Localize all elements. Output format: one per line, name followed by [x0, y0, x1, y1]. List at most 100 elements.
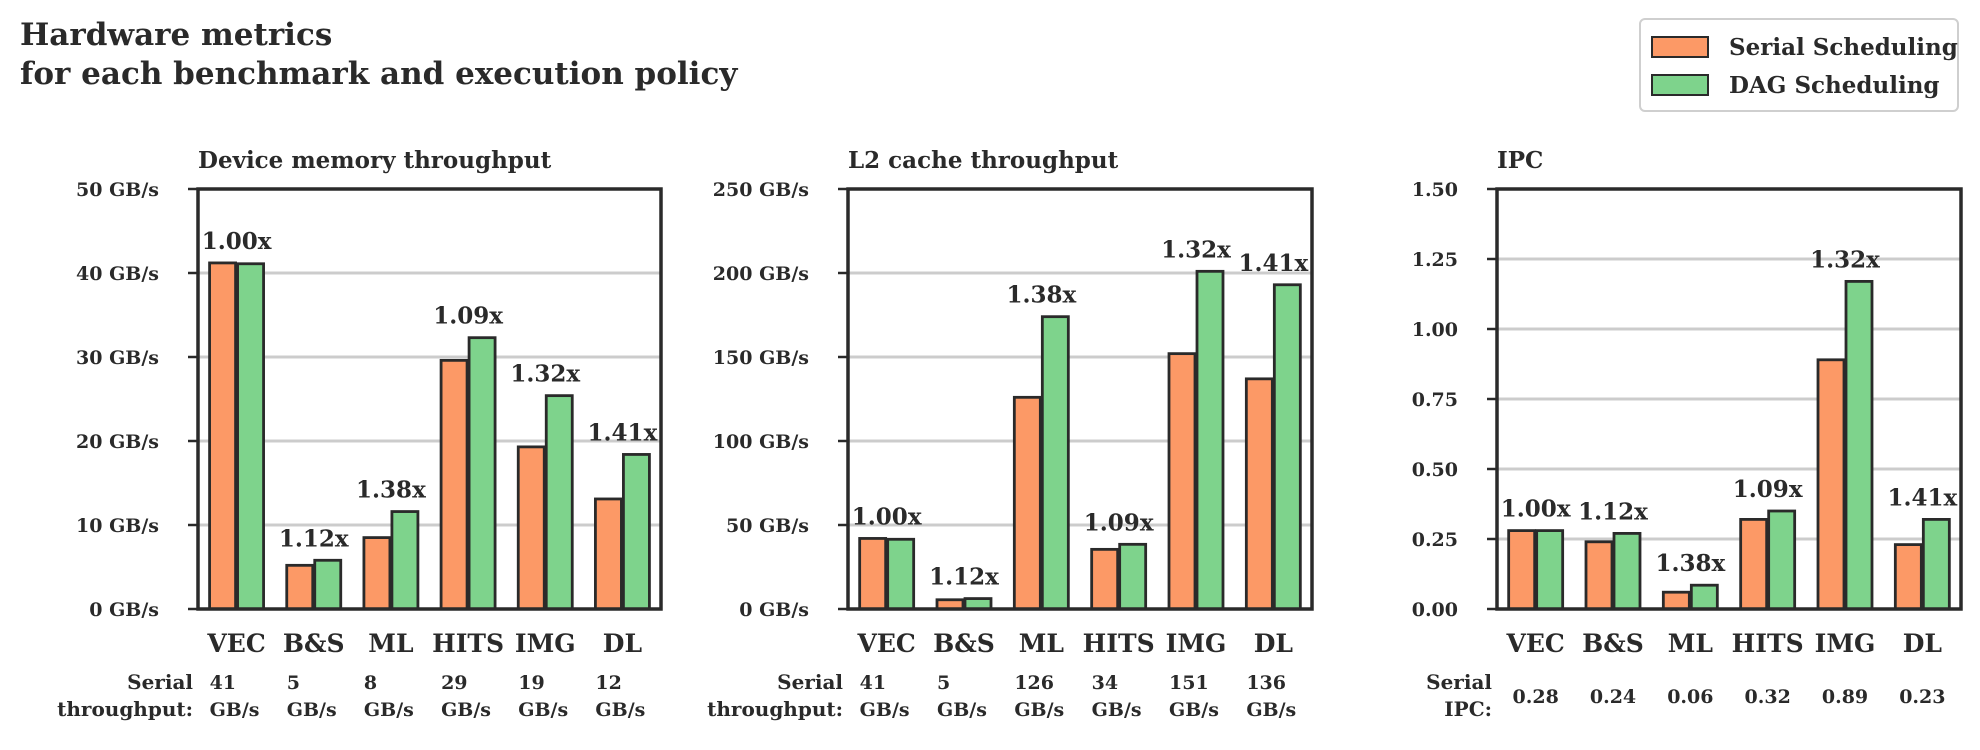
speedup-label: 1.41x [1887, 484, 1957, 511]
figure-title-line-2: for each benchmark and execution policy [20, 56, 738, 92]
legend-swatch-dag [1651, 74, 1709, 96]
legend: Serial Scheduling DAG Scheduling [1639, 18, 1959, 112]
speedup-label: 1.09x [1733, 476, 1803, 503]
serial-row-label-line-1: Serial [127, 670, 193, 694]
bar-dag [1195, 269, 1225, 611]
bar-dag [1118, 542, 1148, 611]
speedup-label: 1.38x [1006, 282, 1076, 309]
x-tick-label: ML [1019, 629, 1065, 658]
legend-label-serial: Serial Scheduling [1729, 33, 1958, 61]
serial-unit: GB/s [937, 699, 987, 721]
bar-dag [622, 453, 651, 611]
speedup-label: 1.12x [929, 564, 999, 591]
serial-unit: GB/s [287, 699, 337, 721]
y-tick-label: 0.50 [1412, 459, 1458, 481]
figure-title: Hardware metrics for each benchmark and … [20, 16, 737, 94]
serial-unit: GB/s [364, 699, 414, 721]
serial-unit: GB/s [1169, 699, 1219, 721]
bar-dag [1535, 529, 1565, 611]
legend-item-dag: DAG Scheduling [1651, 70, 1940, 100]
bar-serial [1893, 543, 1923, 611]
x-tick-label: B&S [933, 629, 995, 658]
figure-title-line-1: Hardware metrics [20, 17, 333, 53]
speedup-label: 1.32x [1810, 246, 1880, 273]
x-tick-label: VEC [1505, 629, 1564, 658]
serial-unit: GB/s [1014, 699, 1064, 721]
legend-item-serial: Serial Scheduling [1651, 32, 1958, 62]
serial-row-label-line-1: Serial [1426, 670, 1492, 694]
y-tick-label: 50 GB/s [76, 179, 159, 201]
x-tick-label: ML [368, 629, 414, 658]
y-tick-label: 30 GB/s [76, 347, 159, 369]
x-tick-label: VEC [856, 629, 915, 658]
plot-frame [196, 187, 663, 611]
speedup-label: 1.38x [1655, 550, 1725, 577]
plot-frame [846, 187, 1314, 611]
serial-value: 34 [1092, 672, 1118, 694]
serial-value: 151 [1169, 672, 1209, 694]
serial-value: 126 [1014, 672, 1054, 694]
serial-value: 19 [518, 672, 544, 694]
speedup-label: 1.00x [202, 228, 272, 255]
serial-value: 12 [595, 672, 621, 694]
x-tick-label: IMG [1815, 629, 1876, 658]
bar-serial [208, 261, 237, 611]
y-tick-label: 250 GB/s [713, 179, 809, 201]
speedup-label: 1.38x [356, 477, 426, 504]
serial-value: 5 [937, 672, 950, 694]
serial-value: 0.28 [1513, 686, 1559, 708]
y-tick-label: 0 GB/s [89, 599, 159, 621]
serial-unit: GB/s [441, 699, 491, 721]
y-tick-label: 0.00 [1412, 599, 1458, 621]
x-tick-label: HITS [1083, 629, 1155, 658]
y-tick-label: 100 GB/s [713, 431, 809, 453]
bar-serial [439, 358, 469, 611]
serial-unit: GB/s [210, 699, 260, 721]
bar-dag [1767, 509, 1797, 611]
speedup-label: 1.00x [852, 503, 922, 530]
speedup-label: 1.00x [1501, 496, 1571, 523]
bar-dag [313, 558, 343, 611]
bar-dag [467, 336, 497, 611]
speedup-label: 1.41x [588, 419, 658, 446]
x-tick-label: DL [1254, 629, 1294, 658]
serial-value: 29 [441, 672, 467, 694]
serial-unit: GB/s [1092, 699, 1142, 721]
serial-value: 5 [287, 672, 300, 694]
bar-dag [886, 537, 916, 611]
serial-unit: GB/s [595, 699, 645, 721]
bar-serial [858, 537, 888, 611]
chart-panel-2: L2 cache throughput 0 GB/s 50 GB/s 100 GB/s… [707, 147, 1314, 721]
bar-serial [1661, 590, 1691, 611]
speedup-label: 1.12x [279, 525, 349, 552]
speedup-label: 1.32x [1161, 236, 1231, 263]
chart-title: IPC [1497, 147, 1543, 174]
y-tick-label: 200 GB/s [713, 263, 809, 285]
serial-value: 41 [210, 672, 236, 694]
serial-value: 41 [860, 672, 886, 694]
bar-serial [1507, 529, 1537, 611]
bar-dag [1844, 279, 1874, 611]
bar-serial [1584, 540, 1614, 611]
y-tick-label: 20 GB/s [76, 431, 159, 453]
bar-dag [390, 510, 420, 611]
y-tick-label: 50 GB/s [726, 515, 809, 537]
y-tick-label: 10 GB/s [76, 515, 159, 537]
x-tick-label: B&S [1582, 629, 1644, 658]
speedup-label: 1.12x [1578, 498, 1648, 525]
x-tick-label: DL [603, 629, 643, 658]
bar-serial [594, 497, 623, 611]
y-tick-label: 150 GB/s [713, 347, 809, 369]
speedup-label: 1.09x [433, 303, 503, 330]
bar-dag [1689, 583, 1719, 611]
serial-row-label-line-2: IPC: [1444, 697, 1492, 721]
chart-panel-1: Device memory throughput 0 GB/s 10 GB/s 20 … [57, 147, 663, 721]
serial-row-label-line-2: throughput: [57, 697, 193, 721]
bar-dag [1921, 518, 1951, 611]
y-tick-label: 1.25 [1412, 249, 1458, 271]
bar-serial [1012, 395, 1042, 611]
y-tick-label: 1.00 [1412, 319, 1458, 341]
legend-swatch-serial [1651, 36, 1709, 58]
bar-dag [1272, 283, 1302, 611]
legend-label-dag: DAG Scheduling [1729, 71, 1940, 99]
